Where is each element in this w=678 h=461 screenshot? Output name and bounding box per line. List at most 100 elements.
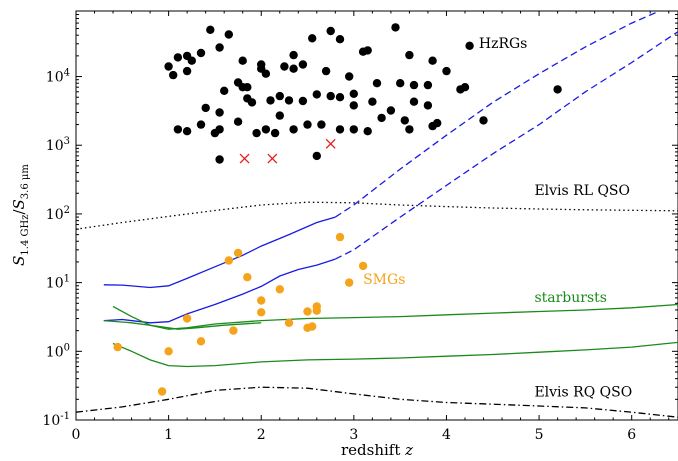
annotation-starbursts: starbursts <box>534 290 607 306</box>
smgs-point <box>303 307 312 316</box>
y-tick-label: 10-1 <box>42 411 70 429</box>
smgs-point <box>275 285 284 294</box>
hzrgs-point <box>553 85 562 94</box>
hzrgs-point <box>349 89 358 99</box>
hzrgs-point <box>298 60 308 69</box>
hzrgs-point <box>196 48 206 58</box>
smgs-point <box>345 278 354 287</box>
y-tick-label: 104 <box>46 68 70 86</box>
hzrgs-point <box>335 93 345 102</box>
blue-solid-upper-line <box>103 216 336 289</box>
hzrgs-point <box>280 62 289 71</box>
hzrgs-point <box>247 98 257 107</box>
starbursts-upper-line <box>112 303 678 330</box>
hzrgs-point <box>428 56 437 65</box>
smgs-point <box>308 322 317 331</box>
annotation-hzrgs: HzRGs <box>479 36 528 52</box>
blue-solid-lower-line <box>103 258 336 324</box>
hzrgs-point <box>169 70 178 80</box>
smgs-point <box>233 248 243 258</box>
starbursts-middle-line <box>103 319 262 330</box>
points-layer <box>113 23 562 396</box>
hzrgs-point <box>386 106 396 115</box>
hzrgs-point <box>187 56 196 65</box>
smgs-point <box>335 232 345 242</box>
hzrgs-point <box>423 80 433 90</box>
hzrgs-point <box>326 91 335 101</box>
x-tick-label: 0 <box>72 427 81 443</box>
elvis-rq-qso-line <box>76 386 678 418</box>
hzrgs-point <box>308 34 317 43</box>
hzrgs-point <box>400 116 409 125</box>
hzrgs-point <box>238 56 247 65</box>
hzrgs-point <box>289 50 298 60</box>
y-axis-label: S1.4 GHz/S3.6 μm <box>10 164 31 266</box>
hzrgs-point <box>261 125 271 134</box>
hzrgs-point <box>182 66 192 76</box>
hzrgs-point <box>257 64 266 73</box>
y-tick-label: 103 <box>46 136 70 154</box>
hzrgs-point <box>215 43 224 52</box>
smgs-point <box>358 261 368 271</box>
hzrgs-point <box>164 62 173 71</box>
annotation-smgs: SMGs <box>363 272 405 288</box>
blue-dashed-lower-line <box>335 31 678 260</box>
hzrgs-point <box>206 25 215 34</box>
hzrgs-point <box>479 116 488 125</box>
hzrgs-point <box>210 128 220 138</box>
hzrgs-point <box>423 101 433 110</box>
hzrgs-point <box>275 111 284 120</box>
hzrgs-point <box>243 83 252 92</box>
smgs-point <box>312 306 321 315</box>
starbursts-lower-line <box>112 341 678 368</box>
annotation-elvis-rl-qso: Elvis RL QSO <box>534 183 630 199</box>
smgs-point <box>284 318 294 327</box>
smgs-point <box>257 308 266 317</box>
smgs-point <box>224 256 233 265</box>
hzrgs-point <box>224 30 233 39</box>
smgs-point <box>229 326 238 335</box>
hzrgs-point <box>465 41 474 50</box>
hzrgs-point <box>372 79 382 88</box>
hzrgs-point <box>345 72 354 81</box>
hzrgs-point <box>266 96 275 105</box>
ticks-layer: 0 1 2 3 4 5 6 10-1 100 101 102 103 104 <box>42 10 678 443</box>
hzrgs-point <box>363 127 372 136</box>
hzrgs-point <box>215 108 224 117</box>
hzrgs-point <box>349 125 358 134</box>
hzrgs-point <box>298 96 308 106</box>
x-tick-label: 5 <box>535 427 544 443</box>
hzrgs-point <box>405 50 414 60</box>
hzrgs-point <box>289 125 298 134</box>
hzrgs-point <box>405 125 414 134</box>
hzrgs-point <box>173 125 183 134</box>
hzrgs-point <box>215 155 224 164</box>
hzrgs-point <box>391 23 400 32</box>
hzrgs-point <box>233 78 243 87</box>
hzrgs-point <box>303 120 312 129</box>
y-tick-label: 101 <box>46 274 70 292</box>
hzrgs-point <box>409 80 419 90</box>
hzrgs-point <box>220 86 229 96</box>
smgs-point <box>243 273 252 282</box>
hzrgs-point <box>326 26 335 36</box>
smgs-point <box>113 342 122 352</box>
x-tick-label: 6 <box>627 427 636 443</box>
x-tick-label: 2 <box>257 427 266 443</box>
hzrgs-point <box>317 120 326 129</box>
hzrgs-point <box>201 103 210 113</box>
hzrgs-point <box>396 79 405 88</box>
red-crosses-point <box>325 138 336 149</box>
hzrgs-point <box>321 66 331 76</box>
hzrgs-point <box>233 117 243 126</box>
hzrgs-point <box>368 97 377 106</box>
hzrgs-point <box>284 96 294 105</box>
hzrgs-point <box>377 113 386 123</box>
hzrgs-point <box>312 90 321 99</box>
red-crosses-point <box>239 153 250 164</box>
smgs-point <box>164 347 173 356</box>
y-tick-label: 100 <box>46 342 70 360</box>
hzrgs-point <box>349 101 358 110</box>
x-tick-label: 3 <box>349 427 358 443</box>
